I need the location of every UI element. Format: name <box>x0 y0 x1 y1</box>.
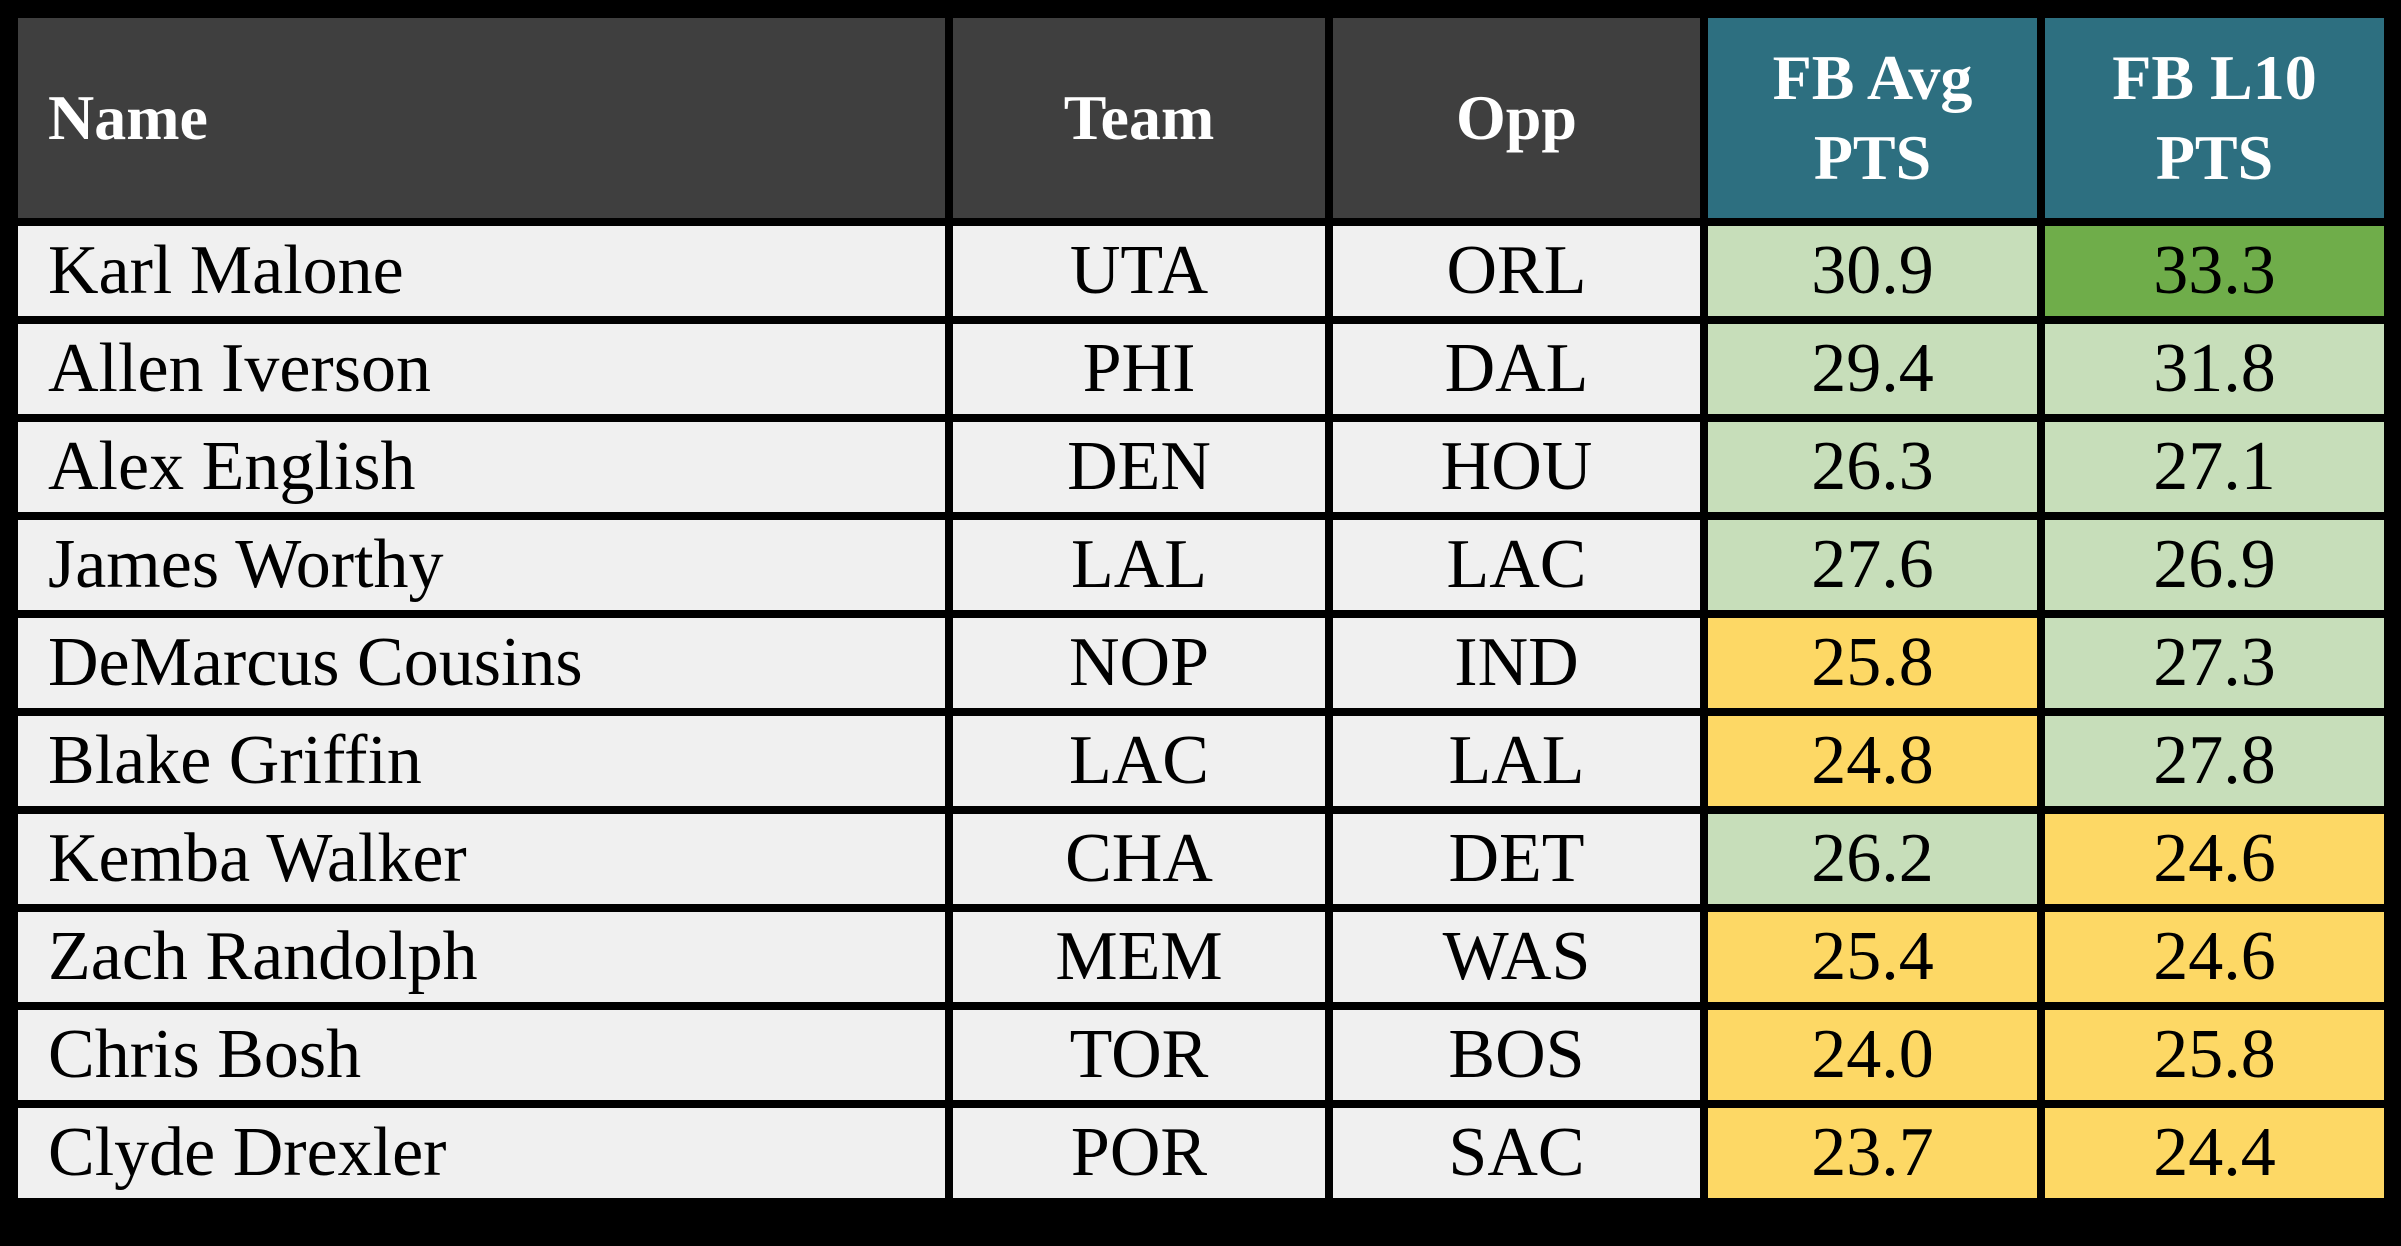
opp-cell: DET <box>1325 806 1708 912</box>
team-cell: MEM <box>945 904 1333 1010</box>
table-body: Karl Malone UTA ORL 30.9 33.3 Allen Iver… <box>10 218 2392 1206</box>
fb-l10-pts-cell: 33.3 <box>2037 218 2392 324</box>
opp-cell: LAL <box>1325 708 1708 814</box>
fb-l10-pts-cell: 25.8 <box>2037 1002 2392 1108</box>
fb-l10-pts-cell: 24.6 <box>2037 904 2392 1010</box>
opp-cell: DAL <box>1325 316 1708 422</box>
player-stats-table: Name Team Opp FB Avg PTS FB L10 PTS Karl… <box>10 10 2392 1206</box>
player-name-cell: Allen Iverson <box>10 316 953 422</box>
column-header-team: Team <box>945 10 1333 226</box>
team-cell: TOR <box>945 1002 1333 1108</box>
table-row: Karl Malone UTA ORL 30.9 33.3 <box>10 218 2392 324</box>
opp-cell: ORL <box>1325 218 1708 324</box>
player-name-cell: Zach Randolph <box>10 904 953 1010</box>
fb-l10-pts-cell: 27.1 <box>2037 414 2392 520</box>
team-cell: UTA <box>945 218 1333 324</box>
fb-avg-pts-cell: 27.6 <box>1700 512 2045 618</box>
player-name-cell: Alex English <box>10 414 953 520</box>
table-row: Chris Bosh TOR BOS 24.0 25.8 <box>10 1002 2392 1108</box>
table-row: Alex English DEN HOU 26.3 27.1 <box>10 414 2392 520</box>
opp-cell: WAS <box>1325 904 1708 1010</box>
team-cell: LAC <box>945 708 1333 814</box>
header-row: Name Team Opp FB Avg PTS FB L10 PTS <box>10 10 2392 226</box>
fb-l10-pts-cell: 27.8 <box>2037 708 2392 814</box>
team-cell: CHA <box>945 806 1333 912</box>
table-row: Clyde Drexler POR SAC 23.7 24.4 <box>10 1100 2392 1206</box>
opp-cell: BOS <box>1325 1002 1708 1108</box>
opp-cell: LAC <box>1325 512 1708 618</box>
column-header-fb-avg-pts: FB Avg PTS <box>1700 10 2045 226</box>
player-name-cell: Blake Griffin <box>10 708 953 814</box>
table-row: Allen Iverson PHI DAL 29.4 31.8 <box>10 316 2392 422</box>
player-name-cell: Karl Malone <box>10 218 953 324</box>
fb-avg-pts-cell: 24.0 <box>1700 1002 2045 1108</box>
team-cell: POR <box>945 1100 1333 1206</box>
fb-l10-pts-cell: 31.8 <box>2037 316 2392 422</box>
fb-avg-pts-cell: 29.4 <box>1700 316 2045 422</box>
column-header-name: Name <box>10 10 953 226</box>
fb-avg-pts-cell: 26.3 <box>1700 414 2045 520</box>
team-cell: DEN <box>945 414 1333 520</box>
column-header-opp: Opp <box>1325 10 1708 226</box>
fb-avg-pts-cell: 25.4 <box>1700 904 2045 1010</box>
fb-avg-pts-cell: 26.2 <box>1700 806 2045 912</box>
fb-l10-pts-cell: 24.4 <box>2037 1100 2392 1206</box>
player-name-cell: Clyde Drexler <box>10 1100 953 1206</box>
fb-avg-pts-cell: 24.8 <box>1700 708 2045 814</box>
team-cell: LAL <box>945 512 1333 618</box>
player-name-cell: DeMarcus Cousins <box>10 610 953 716</box>
player-name-cell: Chris Bosh <box>10 1002 953 1108</box>
team-cell: NOP <box>945 610 1333 716</box>
fb-l10-pts-cell: 26.9 <box>2037 512 2392 618</box>
fb-l10-pts-cell: 27.3 <box>2037 610 2392 716</box>
table-row: Blake Griffin LAC LAL 24.8 27.8 <box>10 708 2392 814</box>
opp-cell: HOU <box>1325 414 1708 520</box>
fb-avg-pts-cell: 25.8 <box>1700 610 2045 716</box>
opp-cell: SAC <box>1325 1100 1708 1206</box>
table-row: DeMarcus Cousins NOP IND 25.8 27.3 <box>10 610 2392 716</box>
table-row: Zach Randolph MEM WAS 25.4 24.6 <box>10 904 2392 1010</box>
fb-avg-pts-cell: 30.9 <box>1700 218 2045 324</box>
fb-avg-pts-cell: 23.7 <box>1700 1100 2045 1206</box>
column-header-fb-l10-pts: FB L10 PTS <box>2037 10 2392 226</box>
table-row: Kemba Walker CHA DET 26.2 24.6 <box>10 806 2392 912</box>
opp-cell: IND <box>1325 610 1708 716</box>
player-name-cell: James Worthy <box>10 512 953 618</box>
table-row: James Worthy LAL LAC 27.6 26.9 <box>10 512 2392 618</box>
team-cell: PHI <box>945 316 1333 422</box>
fb-l10-pts-cell: 24.6 <box>2037 806 2392 912</box>
player-name-cell: Kemba Walker <box>10 806 953 912</box>
